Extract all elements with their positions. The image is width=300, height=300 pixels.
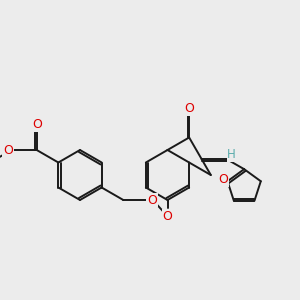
- Text: O: O: [32, 118, 42, 131]
- Text: O: O: [184, 102, 194, 115]
- Text: O: O: [147, 194, 157, 206]
- Text: H: H: [227, 148, 236, 161]
- Text: O: O: [163, 210, 172, 223]
- Text: O: O: [218, 173, 228, 187]
- Text: O: O: [3, 143, 13, 157]
